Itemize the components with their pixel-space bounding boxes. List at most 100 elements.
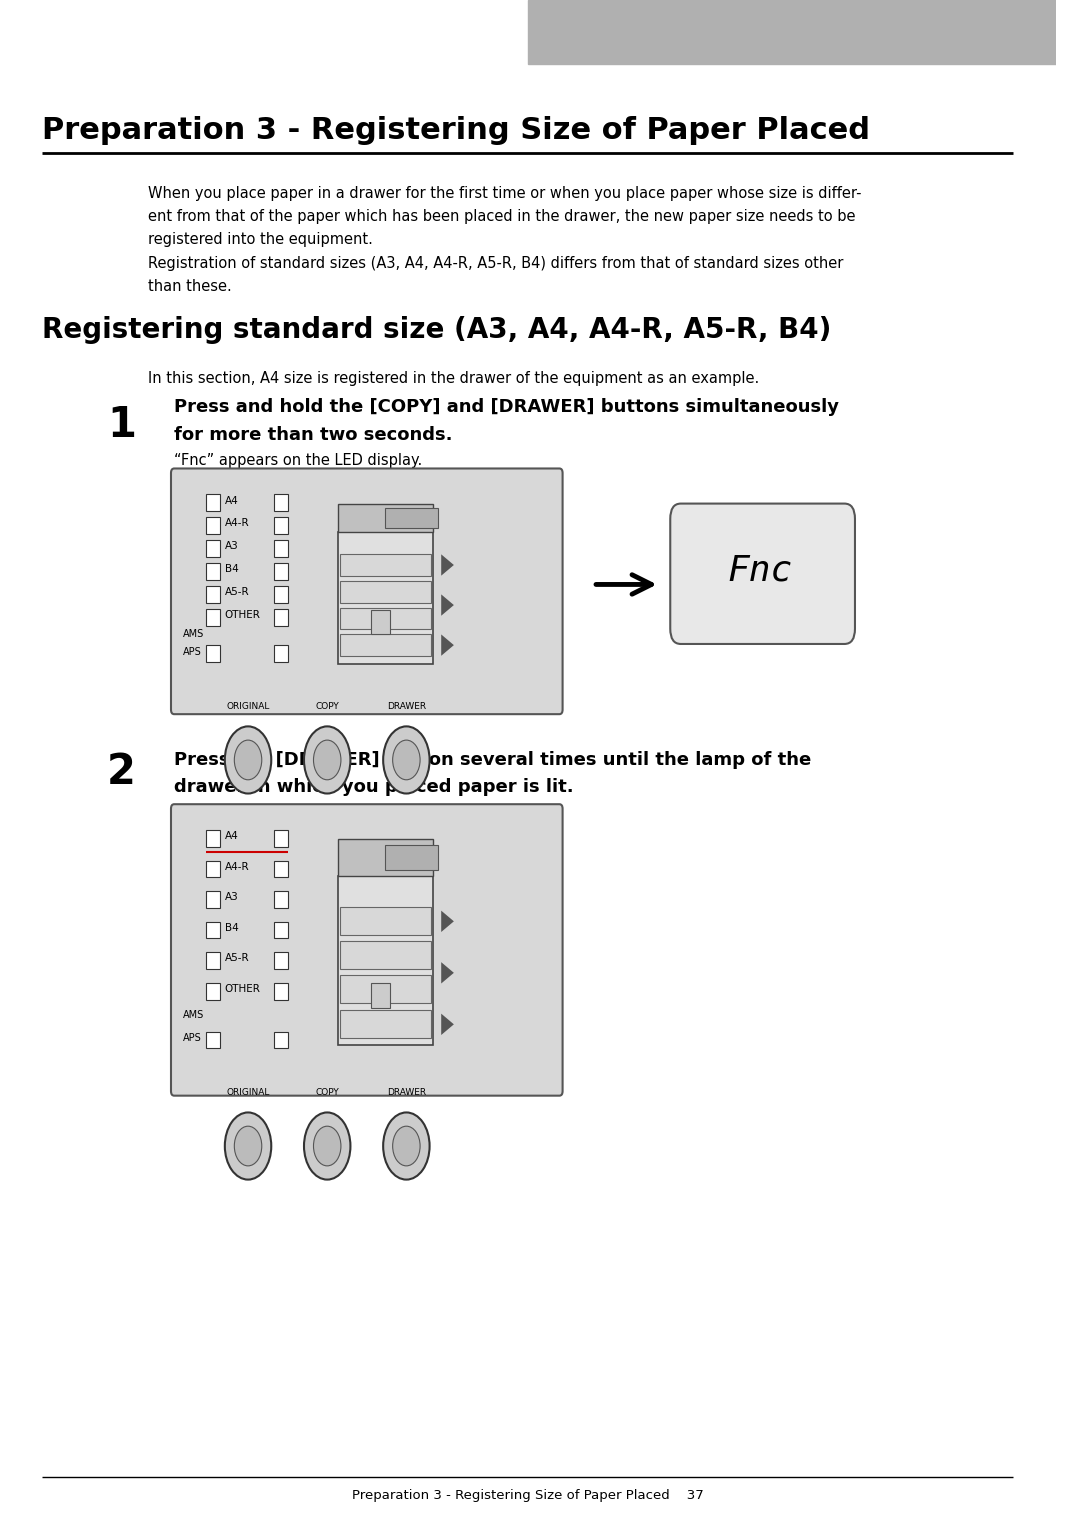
Polygon shape (442, 635, 454, 656)
Text: AMS: AMS (183, 629, 204, 639)
Bar (372, 610, 390, 635)
Bar (274, 586, 288, 603)
Bar (274, 494, 288, 511)
Polygon shape (442, 595, 454, 617)
Bar (206, 494, 219, 511)
Bar (340, 906, 431, 934)
Bar (206, 609, 219, 626)
Circle shape (393, 1126, 420, 1166)
Bar (338, 839, 433, 876)
Text: A4: A4 (225, 496, 239, 505)
Bar (340, 975, 431, 1004)
Text: A4-R: A4-R (225, 519, 249, 528)
Bar (340, 607, 431, 630)
Text: DRAWER: DRAWER (387, 1088, 426, 1097)
Bar (274, 540, 288, 557)
Bar (274, 609, 288, 626)
Circle shape (225, 726, 271, 794)
Bar (340, 1010, 431, 1038)
Bar (206, 983, 219, 1000)
Circle shape (225, 1112, 271, 1180)
Text: OTHER: OTHER (225, 984, 260, 993)
Text: A5-R: A5-R (225, 954, 249, 963)
Text: than these.: than these. (148, 279, 231, 295)
Text: ORIGINAL: ORIGINAL (227, 702, 270, 711)
Text: B4: B4 (225, 565, 239, 574)
Text: ORIGINAL: ORIGINAL (227, 1088, 270, 1097)
Text: A4: A4 (225, 832, 239, 841)
Bar (206, 1032, 219, 1048)
Bar (274, 563, 288, 580)
Polygon shape (442, 554, 454, 575)
Text: registered into the equipment.: registered into the equipment. (148, 232, 373, 247)
Bar (206, 952, 219, 969)
Bar (274, 1032, 288, 1048)
Text: drawer in which you placed paper is lit.: drawer in which you placed paper is lit. (174, 778, 573, 797)
Bar (206, 830, 219, 847)
Text: 1: 1 (107, 404, 136, 447)
Text: for more than two seconds.: for more than two seconds. (174, 426, 453, 444)
Bar (338, 533, 433, 664)
Text: 2: 2 (107, 751, 136, 794)
Bar (206, 645, 219, 662)
Polygon shape (442, 1013, 454, 1035)
Bar (274, 517, 288, 534)
Bar (340, 942, 431, 969)
Circle shape (383, 726, 430, 794)
Text: Preparation 3 - Registering Size of Paper Placed: Preparation 3 - Registering Size of Pape… (42, 116, 870, 145)
Text: In this section, A4 size is registered in the drawer of the equipment as an exam: In this section, A4 size is registered i… (148, 371, 759, 386)
Text: A3: A3 (225, 542, 239, 551)
Circle shape (234, 740, 261, 780)
Text: COPY: COPY (315, 702, 339, 711)
Circle shape (313, 740, 341, 780)
Bar (274, 922, 288, 938)
Text: COPY: COPY (315, 1088, 339, 1097)
Circle shape (303, 726, 350, 794)
Text: Fnc: Fnc (727, 554, 793, 588)
Bar (206, 586, 219, 603)
Text: A3: A3 (225, 893, 239, 902)
Text: APS: APS (183, 1033, 201, 1042)
FancyBboxPatch shape (671, 504, 855, 644)
Text: APS: APS (183, 647, 201, 656)
Circle shape (313, 1126, 341, 1166)
Text: AMS: AMS (183, 1010, 204, 1019)
Bar (274, 983, 288, 1000)
Bar (206, 861, 219, 877)
FancyBboxPatch shape (171, 468, 563, 714)
Text: “Fnc” appears on the LED display.: “Fnc” appears on the LED display. (174, 453, 422, 468)
Bar (274, 952, 288, 969)
Bar (274, 645, 288, 662)
Bar (206, 563, 219, 580)
Text: A4-R: A4-R (225, 862, 249, 871)
Text: ent from that of the paper which has been placed in the drawer, the new paper si: ent from that of the paper which has bee… (148, 209, 855, 224)
Polygon shape (442, 911, 454, 932)
Bar (340, 635, 431, 656)
Polygon shape (442, 963, 454, 984)
Circle shape (383, 1112, 430, 1180)
Bar (338, 504, 433, 533)
Text: Press and hold the [COPY] and [DRAWER] buttons simultaneously: Press and hold the [COPY] and [DRAWER] b… (174, 398, 839, 417)
Circle shape (303, 1112, 350, 1180)
Text: OTHER: OTHER (225, 610, 260, 620)
Circle shape (234, 1126, 261, 1166)
Text: DRAWER: DRAWER (387, 702, 426, 711)
Bar (206, 540, 219, 557)
Bar (340, 581, 431, 603)
Bar (206, 517, 219, 534)
Circle shape (393, 740, 420, 780)
Text: Registration of standard sizes (A3, A4, A4-R, A5-R, B4) differs from that of sta: Registration of standard sizes (A3, A4, … (148, 256, 843, 272)
Bar (386, 845, 437, 870)
Text: Press the [DRAWER] button several times until the lamp of the: Press the [DRAWER] button several times … (174, 751, 811, 769)
Text: When you place paper in a drawer for the first time or when you place paper whos: When you place paper in a drawer for the… (148, 186, 861, 201)
Text: A5-R: A5-R (225, 588, 249, 597)
Bar (274, 830, 288, 847)
Bar (274, 891, 288, 908)
Bar (206, 922, 219, 938)
Bar (274, 861, 288, 877)
Bar (340, 554, 431, 577)
Bar (528, 0, 1055, 64)
Text: B4: B4 (225, 923, 239, 932)
Bar (386, 508, 437, 528)
Text: Registering standard size (A3, A4, A4-R, A5-R, B4): Registering standard size (A3, A4, A4-R,… (42, 316, 832, 343)
